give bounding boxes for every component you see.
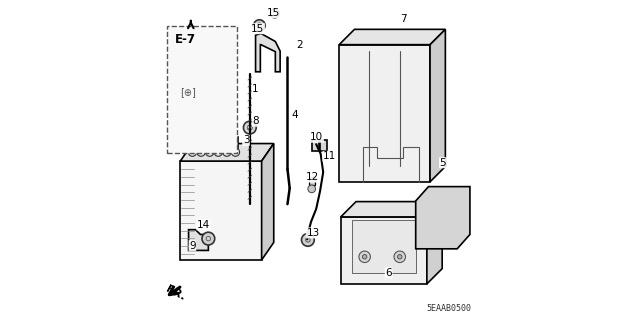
Bar	[228, 137, 237, 148]
Circle shape	[243, 121, 256, 134]
Circle shape	[394, 251, 406, 263]
Text: 8: 8	[252, 116, 259, 126]
Bar	[320, 140, 327, 151]
Text: 14: 14	[197, 220, 210, 230]
Text: 15: 15	[267, 8, 280, 18]
Bar	[340, 217, 427, 284]
Text: 6: 6	[385, 268, 392, 278]
Text: 4: 4	[291, 110, 298, 120]
Circle shape	[214, 148, 222, 156]
Polygon shape	[427, 202, 442, 284]
Circle shape	[301, 234, 314, 246]
Circle shape	[257, 23, 262, 28]
Polygon shape	[262, 144, 274, 260]
Bar	[192, 137, 201, 148]
Circle shape	[362, 255, 367, 259]
Circle shape	[308, 185, 316, 193]
Bar	[352, 220, 416, 273]
Circle shape	[253, 20, 265, 31]
Text: 10: 10	[310, 132, 323, 142]
Text: 9: 9	[189, 241, 196, 251]
Text: 13: 13	[307, 228, 319, 238]
Text: 15: 15	[251, 24, 264, 34]
Text: 1: 1	[252, 84, 259, 94]
Text: FR.: FR.	[164, 284, 188, 302]
Polygon shape	[180, 144, 274, 161]
Circle shape	[230, 139, 236, 145]
Polygon shape	[189, 230, 209, 250]
Bar	[180, 161, 262, 260]
Circle shape	[397, 255, 402, 259]
Circle shape	[359, 251, 371, 263]
Text: 11: 11	[323, 151, 336, 161]
Circle shape	[205, 148, 214, 156]
Text: 5EAAB0500: 5EAAB0500	[426, 304, 472, 313]
Circle shape	[197, 148, 205, 156]
Circle shape	[231, 148, 239, 156]
Polygon shape	[340, 202, 442, 217]
Text: 2: 2	[296, 40, 303, 50]
Polygon shape	[430, 29, 445, 182]
Polygon shape	[255, 33, 280, 72]
Polygon shape	[339, 29, 445, 45]
Bar	[339, 45, 430, 182]
Bar	[309, 177, 315, 185]
Text: [⊕]: [⊕]	[180, 87, 196, 97]
Circle shape	[223, 148, 231, 156]
Text: 7: 7	[399, 14, 406, 24]
Circle shape	[193, 139, 200, 145]
Circle shape	[202, 232, 215, 245]
Text: 5: 5	[440, 158, 446, 168]
Text: 12: 12	[305, 172, 319, 182]
Circle shape	[270, 9, 279, 18]
Text: E-7: E-7	[175, 33, 196, 47]
Polygon shape	[416, 187, 470, 249]
Text: 3: 3	[243, 135, 250, 145]
Circle shape	[188, 148, 196, 156]
Bar	[312, 140, 319, 151]
Bar	[167, 26, 237, 153]
